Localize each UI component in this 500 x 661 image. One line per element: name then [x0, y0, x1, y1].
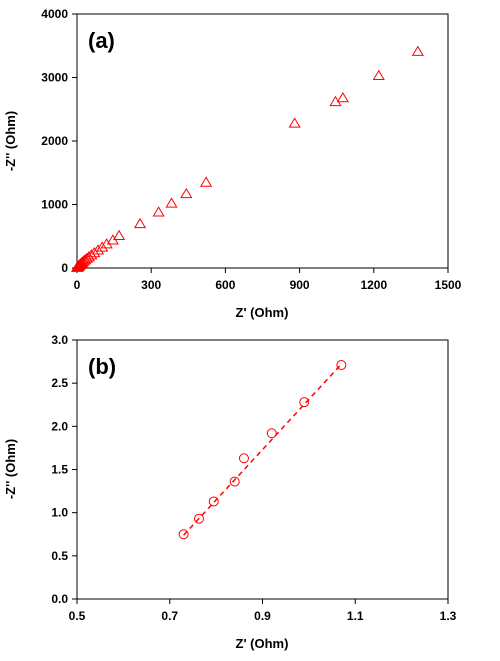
panel-a-plot-frame	[76, 13, 449, 269]
panel-a-y-tick-label: 0	[61, 261, 68, 275]
panel-a-x-tick-label: 900	[290, 278, 310, 292]
panel-a-y-axis-label: -Z'' (Ohm)	[3, 111, 18, 171]
panel-a-x-tick-label: 0	[74, 278, 81, 292]
panel-b-x-tick-label: 0.9	[254, 609, 271, 623]
panel-b-plot-frame	[76, 339, 449, 600]
panel-a-triangle-marker	[200, 176, 213, 187]
panel-a-y-tick-label: 4000	[41, 7, 68, 21]
panel-a-y-tick-label: 1000	[41, 198, 68, 212]
panel-b-y-tick-label: 1.5	[51, 463, 68, 477]
panel-a-markers	[71, 45, 424, 272]
panel-a-triangle-marker	[88, 246, 101, 258]
panel-b-y-tick-label: 0.5	[51, 549, 68, 563]
panel-b-markers	[178, 360, 347, 540]
panel-b-x-tick-label: 0.7	[161, 609, 178, 623]
panel-b-label: (b)	[88, 354, 116, 379]
panel-a-triangle-marker	[112, 229, 126, 241]
panel-a-triangle-marker	[288, 117, 301, 128]
panel-a-x-tick-label: 600	[215, 278, 235, 292]
panel-b-y-tick-label: 3.0	[51, 333, 68, 347]
panel-b-circle-marker	[266, 428, 277, 439]
panel-a-x-tick-label: 1500	[435, 278, 462, 292]
panel-a-chart: (a) 0 300 600 900 1200 150001000200030004000 …	[3, 7, 462, 320]
panel-b-y-tick-label: 1.0	[51, 506, 68, 520]
panel-b-y-tick-label: 0.0	[51, 592, 68, 606]
panel-a-triangle-marker	[96, 241, 109, 252]
panel-b-circle-marker	[178, 529, 189, 540]
panel-b-x-axis-label: Z' (Ohm)	[236, 636, 289, 651]
panel-a-triangle-marker	[411, 45, 424, 56]
panel-a-label: (a)	[88, 28, 115, 53]
panel-a-triangle-marker	[133, 217, 147, 229]
panel-a-triangle-marker	[372, 69, 385, 81]
panel-a-triangle-marker	[329, 95, 342, 107]
panel-b-y-tick-label: 2.5	[51, 376, 68, 390]
panel-a-x-tick-label: 1200	[360, 278, 387, 292]
panel-b-circle-marker	[336, 360, 347, 371]
panel-a-triangle-marker	[80, 252, 93, 263]
panel-a-triangle-marker	[336, 91, 349, 103]
panel-a-y-tick-label: 2000	[41, 134, 68, 148]
panel-a-triangle-marker	[91, 244, 105, 255]
panel-b-circle-marker	[238, 453, 249, 464]
panel-b-trendline	[183, 363, 342, 536]
panel-a-triangle-marker	[152, 206, 165, 217]
panel-b-x-tick-label: 1.3	[440, 609, 457, 623]
panel-b-ticks: 0.5 0.7 0.9 1.1 1.30.00.51.01.52.02.53.0	[51, 333, 456, 623]
panel-b-y-axis-label: -Z'' (Ohm)	[3, 439, 18, 499]
panel-b-circle-marker	[299, 397, 310, 408]
panel-a-ticks: 0 300 600 900 1200 1500 0 1000 2000 3000 4000	[41, 7, 461, 292]
panel-b-x-tick-label: 0.5	[69, 609, 86, 623]
panel-b-circle-marker	[208, 496, 219, 507]
panel-b-chart: (b) 0.5 0.7 0.9 1.1 1.30.00.51.01.52.02.53.0…	[3, 333, 457, 651]
panel-a-x-tick-label: 300	[141, 278, 161, 292]
panel-a-x-axis-label: Z' (Ohm)	[236, 305, 289, 320]
panel-a-triangle-marker	[165, 197, 178, 208]
panel-a-y-tick-label: 3000	[41, 71, 68, 85]
panel-b-circle-marker	[193, 513, 204, 524]
panel-b-y-tick-label: 2.0	[51, 419, 68, 433]
panel-b-circle-marker	[229, 476, 240, 487]
panel-a-triangle-marker	[180, 187, 193, 199]
panel-b-x-tick-label: 1.1	[347, 609, 364, 623]
